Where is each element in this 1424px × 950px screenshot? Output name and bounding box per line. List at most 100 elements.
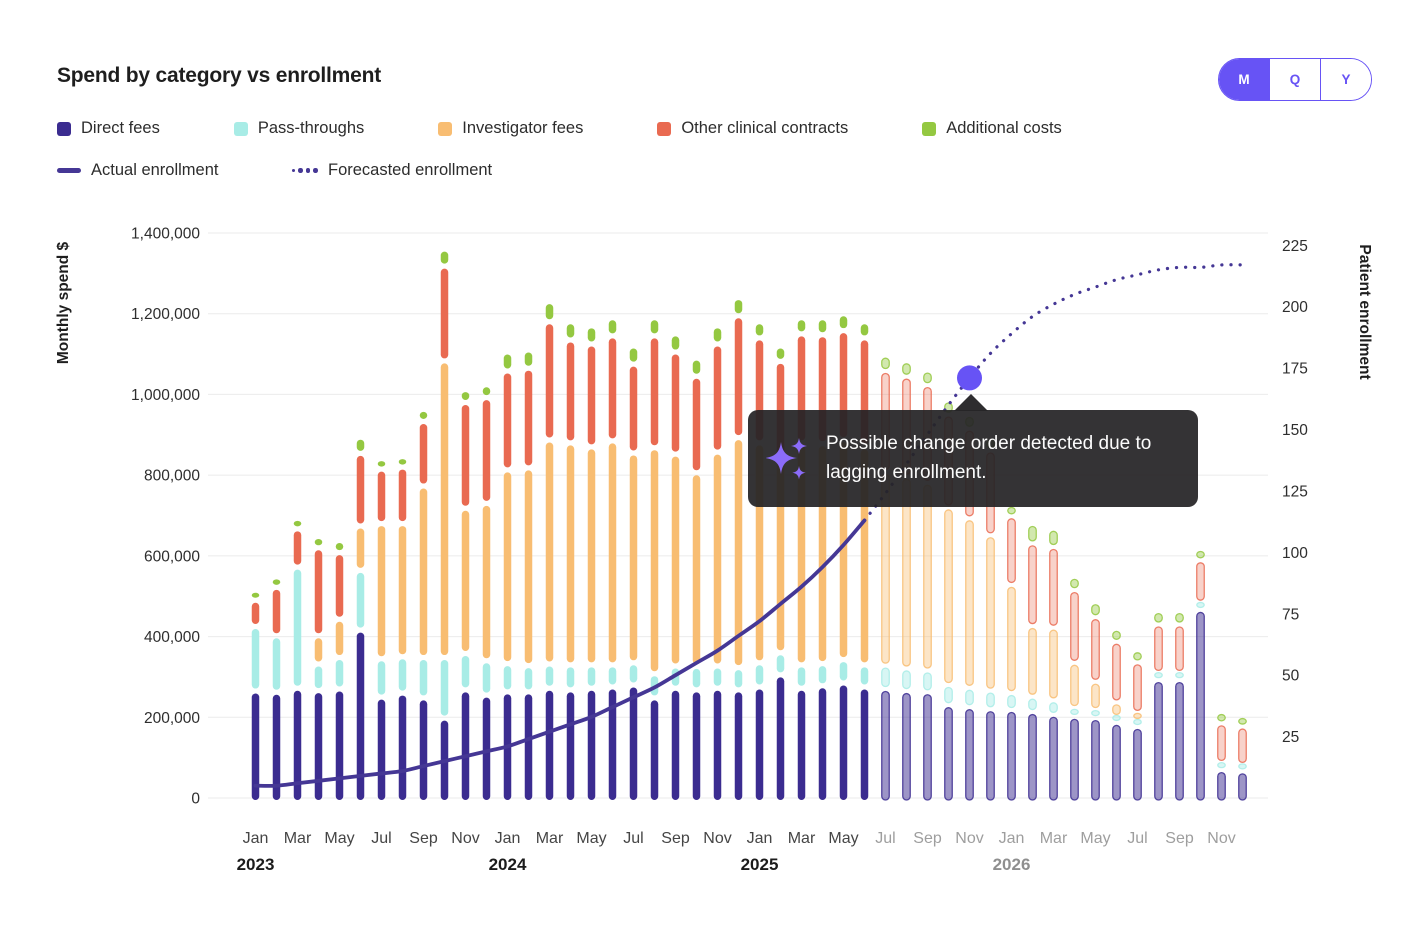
- spend-bar-jan-2026[interactable]: [1007, 506, 1016, 801]
- spend-bar-aug-2023[interactable]: [398, 459, 407, 800]
- bar-segment-additional-costs: [818, 320, 827, 333]
- bar-segment-investigator-fees: [734, 440, 743, 666]
- spend-bar-may-2023[interactable]: [335, 543, 344, 800]
- bar-segment-other-clinical-contracts: [419, 423, 428, 484]
- spend-bar-jan-2023[interactable]: [251, 592, 260, 800]
- spend-bar-oct-2024[interactable]: [692, 360, 701, 800]
- bar-segment-pass-throughs: [1217, 762, 1226, 769]
- bar-segment-additional-costs: [440, 251, 449, 264]
- bar-segment-direct-fees: [272, 694, 281, 800]
- change-order-highlight-dot[interactable]: [957, 365, 982, 391]
- spend-bar-nov-2023[interactable]: [461, 392, 470, 800]
- bar-segment-pass-throughs: [1238, 763, 1247, 770]
- spend-bar-apr-2025[interactable]: [818, 320, 827, 800]
- spend-bar-nov-2024[interactable]: [713, 328, 722, 800]
- bar-segment-pass-throughs: [251, 628, 260, 689]
- spend-bar-may-2024[interactable]: [587, 328, 596, 800]
- bar-segment-direct-fees: [1028, 713, 1037, 801]
- spend-bar-sep-2023[interactable]: [419, 411, 428, 800]
- bar-segment-direct-fees: [629, 687, 638, 800]
- bar-segment-direct-fees: [1007, 711, 1016, 801]
- spend-bar-jan-2025[interactable]: [755, 324, 764, 800]
- x-axis-month-label: Jan: [999, 830, 1025, 847]
- spend-bar-jan-2024[interactable]: [503, 354, 512, 800]
- spend-bar-jul-2026[interactable]: [1133, 652, 1142, 801]
- bar-segment-pass-throughs: [1154, 672, 1163, 679]
- spend-bar-oct-2026[interactable]: [1196, 550, 1205, 801]
- legend-item-other-clinical-contracts[interactable]: Other clinical contracts: [657, 119, 848, 138]
- bar-segment-investigator-fees: [1007, 586, 1016, 692]
- bar-segment-pass-throughs: [1196, 601, 1205, 609]
- bar-segment-additional-costs: [1133, 652, 1142, 661]
- legend-item-direct-fees[interactable]: Direct fees: [57, 119, 160, 138]
- bar-segment-investigator-fees: [650, 450, 659, 672]
- additional-costs-swatch-icon: [922, 121, 937, 136]
- bar-segment-additional-costs: [797, 320, 806, 332]
- legend-item-pass-throughs[interactable]: Pass-throughs: [233, 119, 364, 138]
- spend-bar-jul-2023[interactable]: [377, 461, 386, 800]
- spend-bar-aug-2024[interactable]: [650, 320, 659, 800]
- bar-segment-other-clinical-contracts: [713, 346, 722, 450]
- bar-segment-direct-fees: [482, 697, 491, 800]
- interval-toggle-month[interactable]: M: [1219, 59, 1269, 100]
- spend-bar-dec-2023[interactable]: [482, 387, 491, 800]
- bar-segment-direct-fees: [587, 690, 596, 800]
- spend-bar-feb-2026[interactable]: [1028, 525, 1037, 801]
- spend-bar-may-2026[interactable]: [1091, 604, 1100, 801]
- legend-item-investigator-fees[interactable]: Investigator fees: [438, 119, 583, 138]
- spend-bar-nov-2026[interactable]: [1217, 713, 1226, 801]
- spend-bar-apr-2024[interactable]: [566, 324, 575, 800]
- legend-item-actual-enrollment[interactable]: Actual enrollment: [57, 161, 218, 180]
- bar-segment-pass-throughs: [776, 655, 785, 673]
- spend-bar-jun-2025[interactable]: [860, 324, 869, 800]
- spend-bar-feb-2023[interactable]: [272, 579, 281, 800]
- bar-segment-additional-costs: [293, 520, 302, 527]
- bar-segment-direct-fees: [1196, 611, 1205, 801]
- bar-segment-additional-costs: [524, 352, 533, 366]
- spend-bar-mar-2026[interactable]: [1049, 530, 1058, 801]
- spend-bar-mar-2023[interactable]: [293, 520, 302, 800]
- spend-bar-jul-2024[interactable]: [629, 348, 638, 801]
- spend-bar-sep-2026[interactable]: [1175, 612, 1184, 801]
- legend-label: Additional costs: [946, 119, 1062, 137]
- legend-item-forecasted-enrollment[interactable]: Forecasted enrollment: [292, 161, 492, 180]
- bar-segment-direct-fees: [545, 690, 554, 800]
- interval-toggle-quarter[interactable]: Q: [1269, 59, 1321, 100]
- bar-segment-investigator-fees: [692, 475, 701, 664]
- spend-bar-jun-2024[interactable]: [608, 320, 617, 800]
- bar-segment-other-clinical-contracts: [1112, 643, 1121, 701]
- x-axis-month-label: May: [1080, 830, 1110, 847]
- bar-segment-direct-fees: [902, 692, 911, 801]
- bar-segment-pass-throughs: [1007, 694, 1016, 709]
- bar-segment-additional-costs: [1049, 530, 1058, 546]
- x-axis-year-label: 2025: [741, 855, 779, 874]
- spend-bar-apr-2026[interactable]: [1070, 578, 1079, 801]
- bar-segment-other-clinical-contracts: [734, 318, 743, 436]
- bar-segment-investigator-fees: [482, 505, 491, 659]
- spend-bar-aug-2026[interactable]: [1154, 612, 1163, 801]
- spend-bar-sep-2024[interactable]: [671, 336, 680, 800]
- interval-toggle-year[interactable]: Y: [1321, 59, 1371, 100]
- bar-segment-investigator-fees: [944, 509, 953, 684]
- right-axis-tick-label: 175: [1282, 361, 1308, 378]
- legend-item-additional-costs[interactable]: Additional costs: [922, 119, 1062, 138]
- bar-segment-other-clinical-contracts: [1070, 592, 1079, 661]
- bar-segment-pass-throughs: [692, 668, 701, 688]
- spend-bar-dec-2024[interactable]: [734, 300, 743, 800]
- bar-segment-additional-costs: [608, 320, 617, 334]
- spend-bar-jun-2026[interactable]: [1112, 630, 1121, 801]
- spend-bar-mar-2025[interactable]: [797, 320, 806, 800]
- x-axis-month-label: Sep: [1165, 830, 1194, 847]
- spend-bar-mar-2024[interactable]: [545, 304, 554, 800]
- spend-bar-apr-2023[interactable]: [314, 538, 323, 800]
- bar-segment-additional-costs: [839, 316, 848, 329]
- spend-bar-may-2025[interactable]: [839, 316, 848, 800]
- bar-segment-additional-costs: [1238, 717, 1247, 725]
- spend-bar-jun-2023[interactable]: [356, 439, 365, 800]
- insight-tooltip[interactable]: Possible change order detected due to la…: [748, 394, 1198, 507]
- bar-segment-investigator-fees: [566, 445, 575, 663]
- x-axis-month-label: Jul: [875, 830, 895, 847]
- spend-bar-feb-2024[interactable]: [524, 352, 533, 800]
- spend-bar-dec-2026[interactable]: [1238, 717, 1247, 801]
- bar-segment-other-clinical-contracts: [1133, 664, 1142, 711]
